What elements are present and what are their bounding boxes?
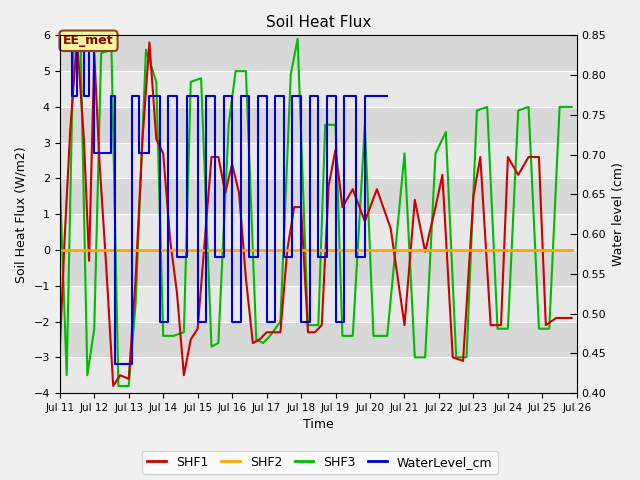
SHF1	[256, 336, 264, 342]
WaterLevel_cm	[156, 319, 164, 324]
Bar	[60, 286, 577, 322]
SHF1	[173, 290, 181, 296]
Legend: SHF1, SHF2, SHF3, WaterLevel_cm: SHF1, SHF2, SHF3, WaterLevel_cm	[142, 451, 498, 474]
Bar	[60, 143, 577, 179]
X-axis label: Time: Time	[303, 419, 333, 432]
SHF3	[70, 36, 77, 42]
SHF3	[556, 104, 563, 110]
SHF1	[56, 348, 63, 353]
Bar	[60, 214, 577, 250]
Bar	[60, 357, 577, 393]
Bar	[60, 71, 577, 107]
Line: SHF3: SHF3	[60, 39, 572, 386]
SHF3	[152, 79, 160, 85]
SHF1	[109, 383, 117, 389]
Bar	[60, 250, 577, 286]
SHF1	[201, 240, 209, 246]
Y-axis label: Soil Heat Flux (W/m2): Soil Heat Flux (W/m2)	[15, 146, 28, 283]
SHF3	[242, 68, 250, 74]
SHF1	[568, 315, 575, 321]
Y-axis label: Water level (cm): Water level (cm)	[612, 162, 625, 266]
Bar	[60, 36, 577, 71]
SHF3	[115, 383, 122, 389]
SHF1	[90, 50, 98, 56]
SHF3	[568, 104, 575, 110]
SHF2	[361, 247, 369, 253]
SHF3	[108, 47, 115, 52]
SHF2	[568, 247, 575, 253]
SHF1	[263, 329, 271, 335]
SHF3	[180, 329, 188, 335]
WaterLevel_cm	[135, 93, 143, 99]
WaterLevel_cm	[237, 319, 244, 324]
Bar	[60, 322, 577, 357]
WaterLevel_cm	[323, 93, 331, 99]
SHF1	[460, 358, 467, 364]
SHF3	[525, 104, 532, 110]
WaterLevel_cm	[90, 36, 98, 42]
WaterLevel_cm	[323, 254, 331, 260]
Bar	[60, 107, 577, 143]
SHF2	[56, 247, 63, 253]
WaterLevel_cm	[56, 36, 63, 42]
Line: WaterLevel_cm: WaterLevel_cm	[60, 39, 387, 364]
SHF3	[56, 176, 63, 181]
Line: SHF1: SHF1	[60, 39, 572, 386]
SHF1	[73, 36, 81, 42]
WaterLevel_cm	[111, 361, 119, 367]
Title: Soil Heat Flux: Soil Heat Flux	[266, 15, 371, 30]
WaterLevel_cm	[383, 93, 391, 99]
Text: EE_met: EE_met	[63, 34, 114, 47]
Bar	[60, 179, 577, 214]
